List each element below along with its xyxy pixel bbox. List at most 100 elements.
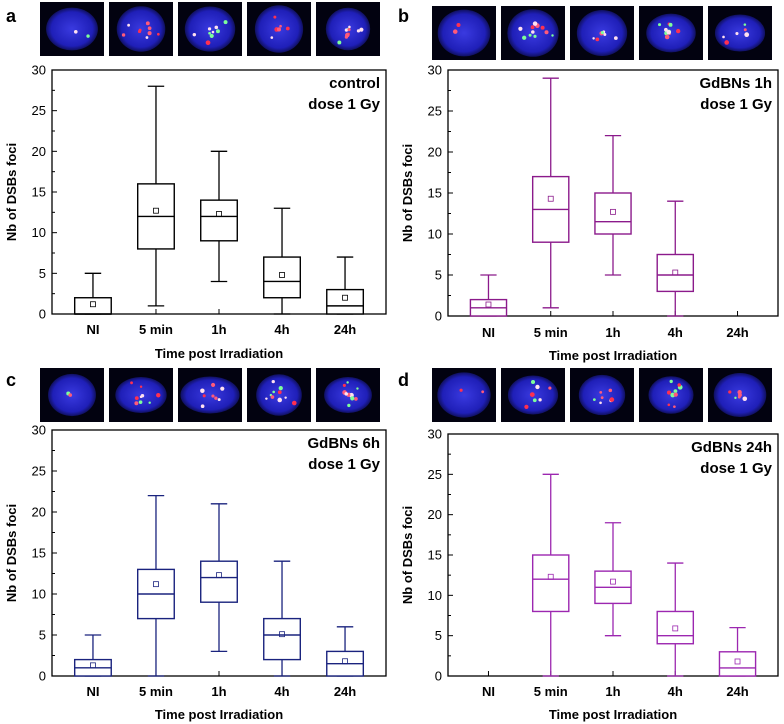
focus-dot <box>276 27 282 32</box>
focus-dot <box>148 401 151 404</box>
focus-dot <box>600 31 604 35</box>
x-tick-label: 24h <box>334 684 356 699</box>
box-24h <box>326 626 365 677</box>
focus-dot <box>211 30 215 34</box>
focus-dot <box>344 392 349 396</box>
cell-image <box>570 368 634 422</box>
y-tick-label: 20 <box>32 144 46 159</box>
focus-dot <box>524 404 529 409</box>
focus-dot <box>599 390 603 394</box>
focus-dot <box>200 388 205 394</box>
mean-marker <box>216 211 222 217</box>
focus-dot <box>209 33 214 39</box>
focus-dot <box>613 36 618 40</box>
focus-dot <box>223 20 228 25</box>
cell-image <box>639 368 703 422</box>
mean-marker <box>610 208 616 215</box>
cell-image <box>109 368 173 422</box>
iqr-box <box>656 253 695 293</box>
mean-marker <box>342 294 348 301</box>
box-NI <box>73 272 112 315</box>
y-tick-label: 0 <box>39 307 46 322</box>
panel-d: d 0 5 10 15 20 25 30 Nb of DSBs foci NI 5 min 1h 4h 2… <box>398 368 779 722</box>
focus-dot <box>147 31 152 36</box>
cell-image <box>178 2 242 56</box>
y-tick-label: 15 <box>32 185 46 200</box>
x-axis-label: Time post Irradiation <box>549 707 677 722</box>
focus-dot <box>156 32 160 36</box>
cell-image <box>432 6 496 60</box>
focus-dot <box>342 383 346 387</box>
x-axis-label: Time post Irradiation <box>155 707 283 722</box>
focus-dot <box>284 396 287 399</box>
mean-marker <box>279 272 285 278</box>
x-tick-label: 4h <box>668 684 683 699</box>
focus-dot <box>592 398 596 401</box>
cell-image <box>247 368 311 422</box>
focus-dot <box>531 30 535 34</box>
x-tick-label: 4h <box>274 322 289 337</box>
focus-dot <box>735 31 739 36</box>
annotation-line: GdBNs 6h <box>307 435 380 452</box>
focus-dot <box>737 395 741 399</box>
mean-marker <box>279 631 285 638</box>
focus-dot <box>533 34 537 38</box>
focus-dot <box>673 405 676 409</box>
mean-marker <box>547 573 554 580</box>
y-tick-label: 15 <box>32 546 46 561</box>
y-axis-label: Nb of DSBs foci <box>400 144 415 242</box>
cell-image <box>40 2 104 56</box>
focus-dot <box>192 32 197 37</box>
focus-dot <box>345 32 350 38</box>
focus-dot <box>214 396 218 400</box>
box-1h <box>200 503 238 653</box>
box-NI <box>73 634 112 677</box>
panel-letter-c: c <box>6 370 16 390</box>
y-tick-label: 0 <box>39 669 46 684</box>
iqr-box <box>594 192 632 235</box>
focus-dot <box>481 390 485 394</box>
focus-dot <box>743 23 747 26</box>
mean-marker <box>216 572 222 579</box>
focus-dot <box>673 392 678 397</box>
y-axis-label: Nb of DSBs foci <box>400 506 415 604</box>
box-4h <box>656 200 695 317</box>
annotation-line: GdBNs 1h <box>699 75 772 92</box>
focus-dot <box>548 386 552 390</box>
mean-marker <box>547 195 554 202</box>
focus-dot <box>608 388 613 393</box>
focus-dot <box>743 28 747 32</box>
focus-dot <box>291 400 297 406</box>
focus-dot <box>530 379 536 384</box>
y-tick-label: 20 <box>428 507 442 522</box>
focus-dot <box>668 22 673 27</box>
iqr-box <box>200 199 238 242</box>
y-tick-label: 0 <box>435 309 442 324</box>
x-tick-label: 5 min <box>534 325 568 340</box>
mean-marker <box>672 625 679 632</box>
focus-dot <box>73 29 78 34</box>
y-tick-label: 25 <box>32 103 46 118</box>
panel-a: a 0 5 10 15 20 25 30 Nb of DSBs foci NI 5 min 1h 4h 2… <box>4 2 387 361</box>
focus-dot <box>145 21 150 26</box>
focus-dot <box>609 397 615 402</box>
focus-dot <box>337 40 342 45</box>
x-axis-label: Time post Irradiation <box>549 348 677 363</box>
y-tick-label: 25 <box>428 467 442 482</box>
y-tick-label: 5 <box>39 628 46 643</box>
focus-dot <box>68 393 73 397</box>
mean-marker <box>153 581 159 588</box>
focus-dot <box>139 395 143 399</box>
box-1h <box>200 150 238 283</box>
cell-image <box>708 368 772 422</box>
x-tick-label: NI <box>86 322 99 337</box>
iqr-box <box>326 288 365 315</box>
focus-dot <box>677 383 681 387</box>
focus-dot <box>211 382 216 387</box>
cell-image <box>501 6 565 60</box>
focus-dot <box>592 37 595 40</box>
cell-image <box>316 368 380 422</box>
focus-dot <box>551 34 554 37</box>
cell-nucleus <box>180 376 240 414</box>
